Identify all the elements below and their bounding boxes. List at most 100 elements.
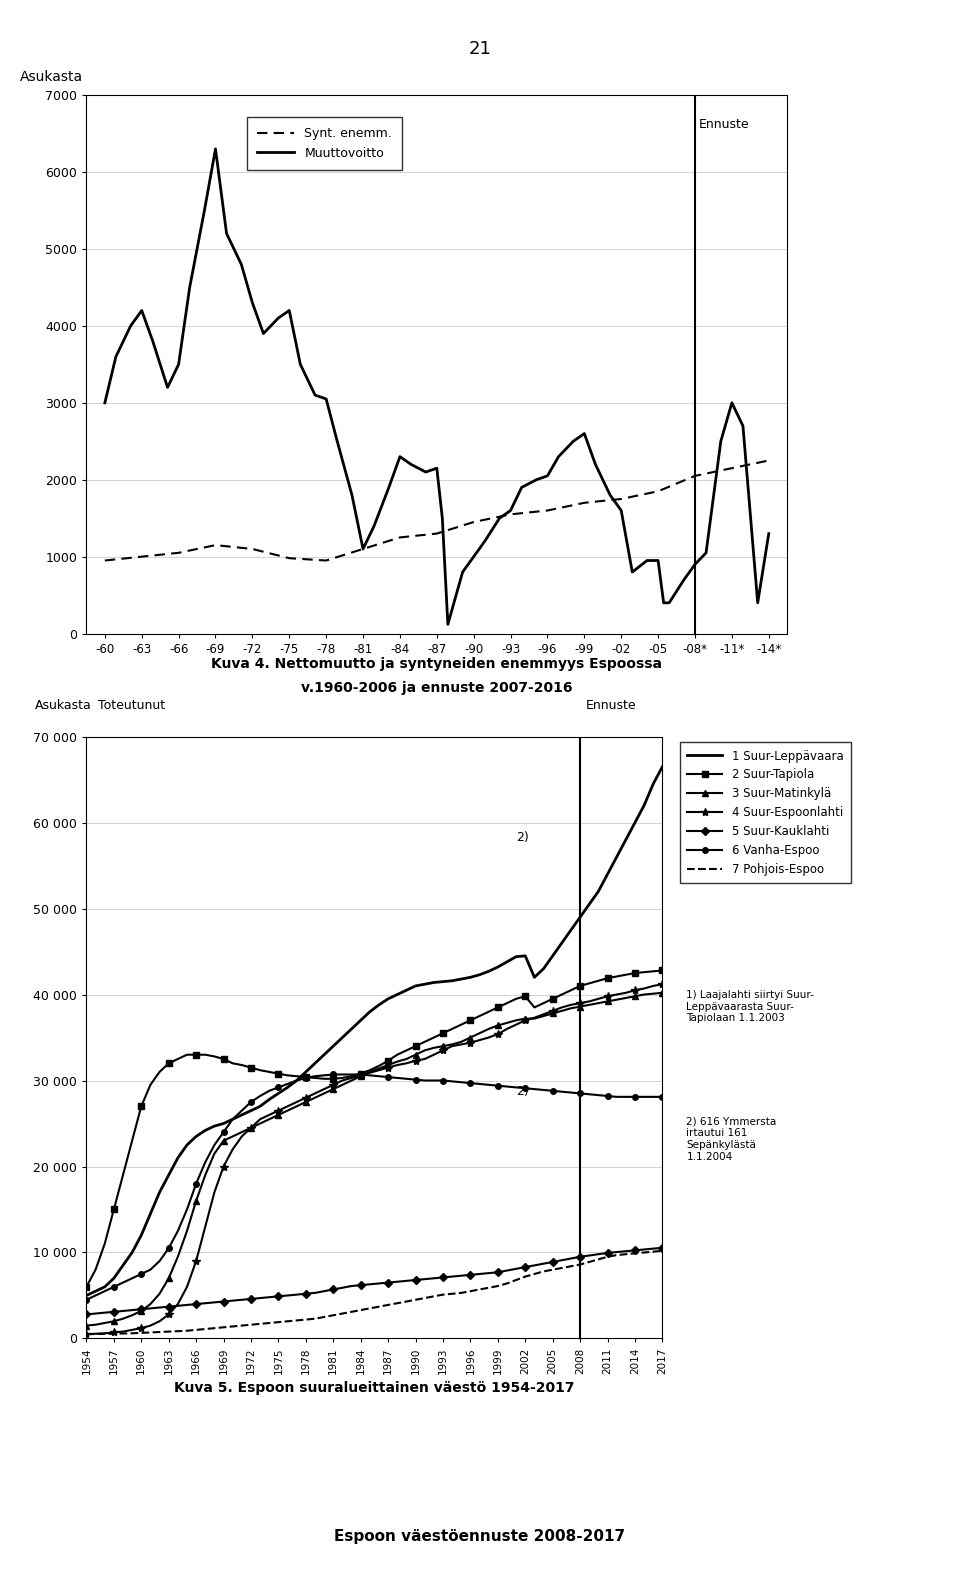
4 Suur-Espoonlahti bbox=[319, 1080, 330, 1099]
Muuttovoitto bbox=[443, 615, 454, 634]
1 Suur-Leppävaara bbox=[446, 971, 458, 990]
3 Suur-Matinkylä bbox=[400, 1050, 412, 1069]
Muuttovoitto bbox=[99, 393, 110, 412]
2 Suur-Tapiola bbox=[81, 1277, 92, 1296]
3 Suur-Matinkylä bbox=[364, 1063, 375, 1082]
Text: v.1960-2006 ja ennuste 2007-2016: v.1960-2006 ja ennuste 2007-2016 bbox=[301, 681, 572, 695]
Line: 1 Suur-Leppävaara: 1 Suur-Leppävaara bbox=[86, 767, 662, 1296]
Synt. enemm. bbox=[653, 482, 664, 501]
6 Vanha-Espoo bbox=[455, 1072, 467, 1091]
Synt. enemm. bbox=[321, 551, 332, 570]
5 Suur-Kauklahti bbox=[319, 1281, 330, 1300]
Line: 2 Suur-Tapiola: 2 Suur-Tapiola bbox=[84, 968, 665, 1289]
Line: 5 Suur-Kauklahti: 5 Suur-Kauklahti bbox=[84, 1245, 665, 1318]
5 Suur-Kauklahti bbox=[657, 1239, 668, 1258]
5 Suur-Kauklahti bbox=[154, 1297, 165, 1316]
Synt. enemm. bbox=[431, 524, 443, 543]
2 Suur-Tapiola bbox=[400, 1041, 412, 1060]
Synt. enemm. bbox=[173, 543, 184, 562]
Line: 7 Pohjois-Espoo: 7 Pohjois-Espoo bbox=[86, 1251, 662, 1334]
Synt. enemm. bbox=[579, 493, 590, 512]
Synt. enemm. bbox=[136, 546, 148, 565]
1 Suur-Leppävaara bbox=[81, 1286, 92, 1305]
7 Pohjois-Espoo bbox=[455, 1283, 467, 1302]
Text: 2) 616 Ymmersta
irtautui 161
Sepänkylästä
1.1.2004: 2) 616 Ymmersta irtautui 161 Sepänkyläst… bbox=[686, 1117, 777, 1161]
Line: Muuttovoitto: Muuttovoitto bbox=[105, 149, 769, 624]
Synt. enemm. bbox=[505, 505, 516, 524]
Legend: Synt. enemm., Muuttovoitto: Synt. enemm., Muuttovoitto bbox=[247, 117, 402, 169]
3 Suur-Matinkylä bbox=[154, 1285, 165, 1304]
2 Suur-Tapiola bbox=[446, 1020, 458, 1039]
1 Suur-Leppävaara bbox=[657, 757, 668, 776]
Line: 3 Suur-Matinkylä: 3 Suur-Matinkylä bbox=[84, 990, 665, 1329]
Legend: 1 Suur-Leppävaara, 2 Suur-Tapiola, 3 Suur-Matinkylä, 4 Suur-Espoonlahti, 5 Suur-: 1 Suur-Leppävaara, 2 Suur-Tapiola, 3 Suu… bbox=[680, 743, 851, 882]
Muuttovoitto bbox=[209, 139, 221, 158]
3 Suur-Matinkylä bbox=[455, 1033, 467, 1052]
7 Pohjois-Espoo bbox=[81, 1324, 92, 1343]
Synt. enemm. bbox=[357, 540, 369, 559]
6 Vanha-Espoo bbox=[410, 1071, 421, 1090]
Text: Kuva 4. Nettomuutto ja syntyneiden enemmyys Espoossa: Kuva 4. Nettomuutto ja syntyneiden enemm… bbox=[211, 657, 662, 672]
Line: 6 Vanha-Espoo: 6 Vanha-Espoo bbox=[84, 1072, 665, 1302]
1 Suur-Leppävaara bbox=[319, 1045, 330, 1064]
5 Suur-Kauklahti bbox=[400, 1272, 412, 1291]
6 Vanha-Espoo bbox=[465, 1074, 476, 1093]
1 Suur-Leppävaara bbox=[455, 969, 467, 988]
4 Suur-Espoonlahti bbox=[446, 1036, 458, 1055]
Synt. enemm. bbox=[615, 489, 627, 508]
3 Suur-Matinkylä bbox=[657, 984, 668, 1003]
Text: 2): 2) bbox=[516, 832, 529, 844]
Text: 21: 21 bbox=[468, 40, 492, 57]
Text: Toteutunut: Toteutunut bbox=[98, 700, 165, 713]
Text: Kuva 5. Espoon suuralueittainen väestö 1954-2017: Kuva 5. Espoon suuralueittainen väestö 1… bbox=[174, 1381, 575, 1396]
Synt. enemm. bbox=[395, 527, 406, 546]
2 Suur-Tapiola bbox=[657, 961, 668, 980]
Text: Asukasta: Asukasta bbox=[35, 700, 91, 713]
5 Suur-Kauklahti bbox=[81, 1305, 92, 1324]
6 Vanha-Espoo bbox=[373, 1066, 385, 1085]
5 Suur-Kauklahti bbox=[455, 1266, 467, 1285]
4 Suur-Espoonlahti bbox=[364, 1063, 375, 1082]
2 Suur-Tapiola bbox=[364, 1061, 375, 1080]
Muuttovoitto bbox=[589, 455, 601, 474]
1 Suur-Leppävaara bbox=[364, 1003, 375, 1022]
7 Pohjois-Espoo bbox=[446, 1285, 458, 1304]
7 Pohjois-Espoo bbox=[154, 1323, 165, 1342]
Text: Espoon väestöennuste 2008-2017: Espoon väestöennuste 2008-2017 bbox=[334, 1530, 626, 1544]
Muuttovoitto bbox=[405, 455, 417, 474]
Text: Ennuste: Ennuste bbox=[699, 119, 750, 131]
7 Pohjois-Espoo bbox=[319, 1307, 330, 1326]
Muuttovoitto bbox=[125, 317, 136, 336]
Text: 1) Laajalahti siirtyi Suur-
Leppävaarasta Suur-
Tapiolaan 1.1.2003: 1) Laajalahti siirtyi Suur- Leppävaarast… bbox=[686, 990, 814, 1023]
7 Pohjois-Espoo bbox=[364, 1299, 375, 1318]
6 Vanha-Espoo bbox=[154, 1251, 165, 1270]
Synt. enemm. bbox=[541, 501, 553, 520]
6 Vanha-Espoo bbox=[319, 1066, 330, 1085]
2 Suur-Tapiola bbox=[154, 1063, 165, 1082]
4 Suur-Espoonlahti bbox=[455, 1034, 467, 1053]
Synt. enemm. bbox=[247, 540, 258, 559]
7 Pohjois-Espoo bbox=[657, 1242, 668, 1261]
Muuttovoitto bbox=[295, 355, 306, 374]
Synt. enemm. bbox=[468, 513, 479, 532]
4 Suur-Espoonlahti bbox=[400, 1053, 412, 1072]
Line: 4 Suur-Espoonlahti: 4 Suur-Espoonlahti bbox=[83, 980, 666, 1338]
2 Suur-Tapiola bbox=[319, 1069, 330, 1088]
Synt. enemm. bbox=[99, 551, 110, 570]
Synt. enemm. bbox=[689, 466, 701, 485]
Text: 2): 2) bbox=[516, 1085, 529, 1098]
3 Suur-Matinkylä bbox=[446, 1034, 458, 1053]
5 Suur-Kauklahti bbox=[364, 1275, 375, 1294]
Synt. enemm. bbox=[283, 548, 295, 567]
Muuttovoitto bbox=[579, 425, 590, 444]
Synt. enemm. bbox=[209, 535, 221, 554]
Muuttovoitto bbox=[136, 301, 148, 320]
1 Suur-Leppävaara bbox=[400, 980, 412, 1000]
6 Vanha-Espoo bbox=[657, 1087, 668, 1106]
2 Suur-Tapiola bbox=[455, 1015, 467, 1034]
7 Pohjois-Espoo bbox=[400, 1293, 412, 1312]
Synt. enemm. bbox=[763, 451, 775, 470]
4 Suur-Espoonlahti bbox=[154, 1312, 165, 1331]
Text: Ennuste: Ennuste bbox=[586, 700, 636, 713]
1 Suur-Leppävaara bbox=[154, 1183, 165, 1202]
